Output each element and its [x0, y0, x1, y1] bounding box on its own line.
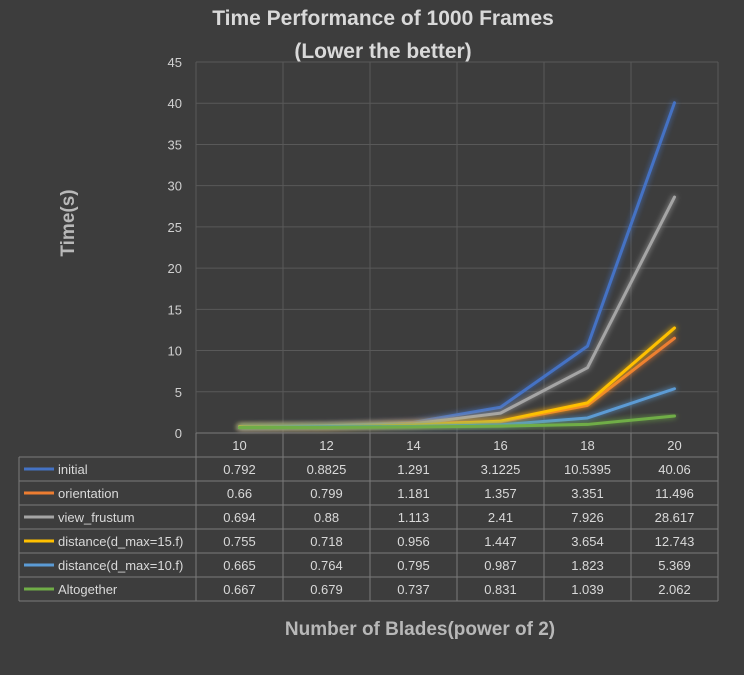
data-label: 40.06 — [658, 462, 691, 477]
data-label: 1.039 — [571, 582, 604, 597]
x-tick-label: 16 — [493, 438, 507, 453]
data-label: 1.113 — [398, 510, 430, 525]
data-label: 1.291 — [397, 462, 430, 477]
data-label: 0.755 — [223, 534, 256, 549]
legend-label: initial — [58, 462, 88, 477]
data-label: 0.737 — [397, 582, 430, 597]
data-label: 12.743 — [655, 534, 695, 549]
x-tick-label: 14 — [406, 438, 420, 453]
data-label: 0.665 — [223, 558, 256, 573]
data-label: 1.447 — [484, 534, 517, 549]
x-tick-label: 20 — [667, 438, 681, 453]
chart-subtitle: (Lower the better) — [294, 40, 471, 63]
data-label: 0.8825 — [307, 462, 347, 477]
data-label: 2.062 — [658, 582, 691, 597]
y-tick-label: 30 — [168, 179, 182, 194]
y-tick-label: 45 — [168, 55, 182, 70]
data-label: 1.357 — [484, 486, 517, 501]
data-label: 0.956 — [397, 534, 430, 549]
data-label: 2.41 — [488, 510, 513, 525]
data-label: 0.667 — [223, 582, 256, 597]
data-label: 0.987 — [484, 558, 517, 573]
data-label: 0.88 — [314, 510, 339, 525]
data-table: 10 12 14 16 18 20 initial 0.792 0.8825 1.291 3.122… — [18, 432, 719, 602]
data-label: 11.496 — [655, 486, 694, 501]
data-label: 0.66 — [227, 486, 252, 501]
y-tick-label: 10 — [168, 344, 182, 359]
data-label: 0.694 — [223, 510, 256, 525]
legend-label: Altogether — [58, 582, 118, 597]
x-axis-title: Number of Blades(power of 2) — [285, 619, 555, 640]
data-label: 0.792 — [223, 462, 256, 477]
data-label: 0.679 — [310, 582, 343, 597]
data-label: 28.617 — [655, 510, 695, 525]
y-axis-title: Time(s) — [58, 189, 79, 256]
y-tick-label: 35 — [168, 137, 182, 152]
x-tick-label: 12 — [319, 438, 333, 453]
chart-title: Time Performance of 1000 Frames — [212, 7, 554, 30]
x-tick-label: 10 — [232, 438, 246, 453]
y-tick-label: 0 — [175, 426, 182, 441]
data-label: 0.795 — [397, 558, 430, 573]
data-label: 3.1225 — [481, 462, 521, 477]
y-tick-label: 15 — [168, 302, 182, 317]
data-label: 0.831 — [484, 582, 517, 597]
legend-label: distance(d_max=10.f) — [58, 558, 183, 573]
data-label: 1.181 — [397, 486, 430, 501]
y-axis-ticks: 0 5 10 15 20 25 30 35 40 45 — [168, 55, 182, 441]
y-tick-label: 20 — [168, 261, 182, 276]
data-label: 0.764 — [310, 558, 343, 573]
data-label: 10.5395 — [564, 462, 611, 477]
data-label: 0.799 — [310, 486, 343, 501]
series-lines — [238, 101, 676, 430]
y-tick-label: 5 — [175, 385, 182, 400]
data-label: 3.654 — [571, 534, 604, 549]
legend-label: view_frustum — [58, 510, 135, 525]
data-label: 3.351 — [571, 486, 604, 501]
data-label: 1.823 — [571, 558, 604, 573]
y-tick-label: 25 — [168, 220, 182, 235]
data-label: 5.369 — [658, 558, 691, 573]
data-label: 0.718 — [310, 534, 343, 549]
series-line-Altogether — [238, 414, 676, 430]
legend-label: distance(d_max=15.f) — [58, 534, 183, 549]
gridlines — [195, 61, 719, 434]
x-tick-label: 18 — [580, 438, 594, 453]
y-tick-label: 40 — [168, 96, 182, 111]
legend-label: orientation — [58, 486, 119, 501]
data-label: 7.926 — [571, 510, 604, 525]
